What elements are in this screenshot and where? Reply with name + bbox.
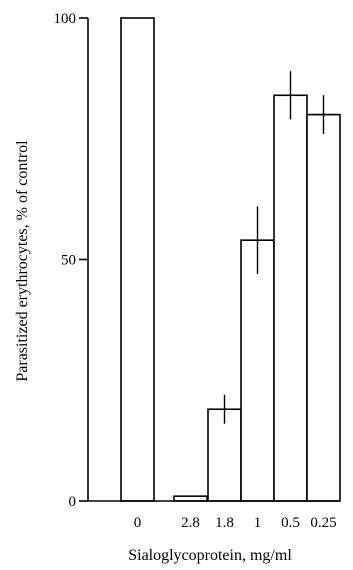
x-axis-title: Sialoglycoprotein, mg/ml <box>128 547 292 564</box>
error-bar-0.25 <box>314 95 333 134</box>
error-bar-0.5 <box>281 71 300 120</box>
bar-1 <box>240 239 275 502</box>
y-axis-title: Parasitized erythrocytes, % of control <box>14 140 31 382</box>
error-bar-1.8 <box>215 394 234 424</box>
x-tick-label-0: 0 <box>134 515 142 531</box>
bar-0.25 <box>306 113 341 502</box>
x-tick-labels-group: 0 2.8 1.8 1 0.5 0.25 <box>134 515 337 531</box>
bar-0 <box>120 17 155 502</box>
x-tick-label-0.5: 0.5 <box>281 515 300 531</box>
bar-0.5 <box>273 94 308 502</box>
y-tick-label-100: 100 <box>54 11 77 27</box>
x-tick-label-1.8: 1.8 <box>215 515 234 531</box>
y-tick-label-50: 50 <box>61 253 76 269</box>
x-tick-label-2.8: 2.8 <box>181 515 200 531</box>
x-tick-label-1: 1 <box>254 515 262 531</box>
x-tick-label-0.25: 0.25 <box>310 515 336 531</box>
y-ticks-group: 0 50 100 <box>54 11 88 510</box>
error-bar-1 <box>248 206 267 274</box>
bars-group <box>120 17 341 502</box>
error-bars-group <box>215 71 333 424</box>
y-tick-label-0: 0 <box>69 494 77 510</box>
